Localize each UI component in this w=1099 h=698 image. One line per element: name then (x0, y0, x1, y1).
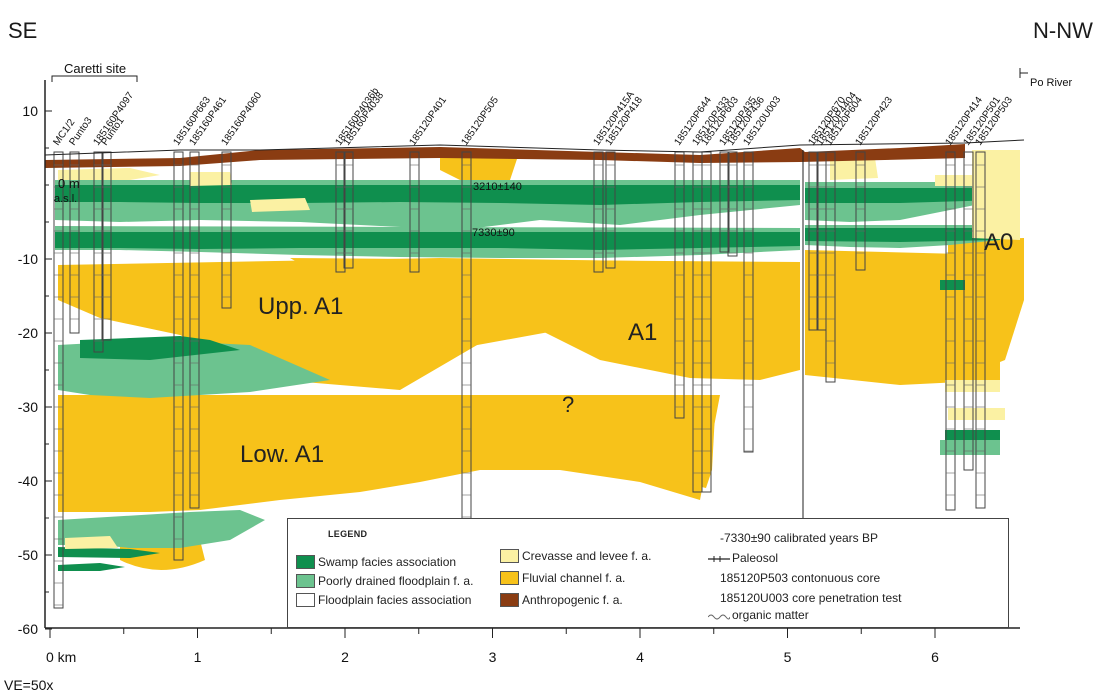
caretti-bracket: Caretti site (51, 61, 138, 82)
unit-label-question: ? (562, 392, 574, 417)
paleosol-symbol-icon (708, 556, 730, 562)
legend-paleosol-text: Paleosol (732, 551, 779, 565)
legend-paleosol: Paleosol (708, 551, 779, 565)
floodplain-swatch (296, 593, 315, 607)
a0-channel-body (948, 238, 1024, 372)
distance-tick-label: 0 km (46, 649, 76, 665)
legend: LEGEND Swamp facies association Poorly d… (287, 518, 1009, 628)
ground-surface-line (44, 139, 1025, 156)
caretti-site-label: Caretti site (64, 61, 126, 76)
crevasse-levee-patches (58, 150, 1020, 549)
depth-tick-label: -10 (18, 251, 38, 267)
direction-se: SE (8, 18, 38, 43)
depth-tick-label: -60 (18, 621, 38, 637)
distance-tick-label: 4 (636, 649, 644, 665)
legend-organic: organic matter (708, 608, 809, 622)
core-column (727, 151, 738, 257)
po-river-label: Po River (1030, 77, 1073, 89)
axes (44, 80, 1020, 629)
unit-label-upp-a1: Upp. A1 (258, 293, 343, 320)
core-column (409, 151, 420, 273)
core-column (808, 151, 819, 331)
core-column (335, 151, 346, 273)
legend-title: LEGEND (328, 529, 368, 539)
core-column (189, 151, 200, 509)
distance-tick-label: 5 (784, 649, 792, 665)
core-column (719, 151, 730, 253)
swamp-bands (55, 185, 1000, 571)
date-label-7330: 7330±90 (472, 227, 515, 239)
trough-to-core-p644 (640, 395, 716, 488)
legend-anthropogenic: Anthropogenic f. a. (500, 593, 623, 607)
core-column (173, 151, 184, 561)
core-column (343, 151, 354, 269)
legend-swamp-text: Swamp facies association (318, 555, 457, 569)
asl-label: a.s.l. (54, 193, 77, 205)
distance-ticks: 0 km 1 2 3 4 5 6 (46, 628, 939, 665)
core-column (825, 151, 836, 383)
legend-crevasse: Crevasse and levee f. a. (500, 549, 651, 563)
direction-nnw: N-NW (1033, 18, 1093, 43)
po-river-bracket: Po River (1019, 68, 1073, 89)
distance-tick-label: 1 (194, 649, 202, 665)
organic-matter-icon (708, 614, 730, 620)
unit-labels: Upp. A1 Low. A1 A1 A0 ? 3210±140 7330±90… (54, 176, 1013, 468)
poorly-swatch (296, 574, 315, 588)
core-column (101, 151, 112, 341)
core-column (53, 151, 64, 609)
core-column (593, 151, 604, 273)
core-column (221, 151, 232, 309)
core-columns (44, 139, 1025, 628)
legend-swamp: Swamp facies association (296, 555, 456, 569)
legend-fluvial: Fluvial channel f. a. (500, 571, 625, 585)
distance-tick-label: 3 (489, 649, 497, 665)
core-column (605, 151, 616, 269)
core-column (975, 151, 986, 509)
crevasse-swatch (500, 549, 519, 563)
depth-ticks: 10 -10 -20 -30 -40 -50 -60 (18, 103, 52, 637)
unit-label-a0: A0 (984, 229, 1013, 256)
core-column (855, 151, 866, 271)
legend-date-note: -7330±90 calibrated years BP (720, 531, 879, 545)
lower-a1-channel-body (58, 395, 720, 512)
core-column (93, 151, 104, 353)
core-name-label: 185120P505 (459, 95, 501, 148)
depth-tick-label: -20 (18, 325, 38, 341)
core-column (69, 151, 80, 334)
core-name-label: 185120P401 (407, 95, 449, 148)
date-label-3210: 3210±140 (473, 181, 522, 193)
legend-floodplain-text: Floodplain facies association (318, 593, 472, 607)
depth-tick-label: -30 (18, 399, 38, 415)
depth-tick-label: -40 (18, 473, 38, 489)
depth-tick-label: 10 (22, 103, 38, 119)
depth-tick-label: -50 (18, 547, 38, 563)
swamp-swatch (296, 555, 315, 569)
legend-floodplain: Floodplain facies association (296, 593, 471, 607)
core-column (743, 151, 754, 453)
legend-poorly-text: Poorly drained floodplain f. a. (318, 574, 474, 588)
depth-zero-label: 0 m (58, 176, 80, 191)
legend-cpt-note: 185120U003 core penetration test (720, 591, 902, 605)
legend-organic-text: organic matter (732, 608, 809, 622)
core-column (945, 151, 956, 511)
legend-core-note: 185120P503 contonuous core (720, 571, 881, 585)
core-column (963, 151, 974, 471)
ve-label: VE=50x (4, 677, 53, 693)
legend-fluvial-text: Fluvial channel f. a. (522, 571, 626, 585)
legend-anthropogenic-text: Anthropogenic f. a. (522, 593, 623, 607)
core-name-label: 185160P4060 (219, 90, 264, 148)
anthropogenic-swatch (500, 593, 519, 607)
legend-crevasse-text: Crevasse and levee f. a. (522, 549, 652, 563)
unit-label-low-a1: Low. A1 (240, 441, 324, 468)
legend-poorly: Poorly drained floodplain f. a. (296, 574, 473, 588)
distance-tick-label: 2 (341, 649, 349, 665)
a1-central-body (290, 258, 800, 370)
unit-label-a1: A1 (628, 319, 657, 346)
fluvial-swatch (500, 571, 519, 585)
distance-tick-label: 6 (931, 649, 939, 665)
